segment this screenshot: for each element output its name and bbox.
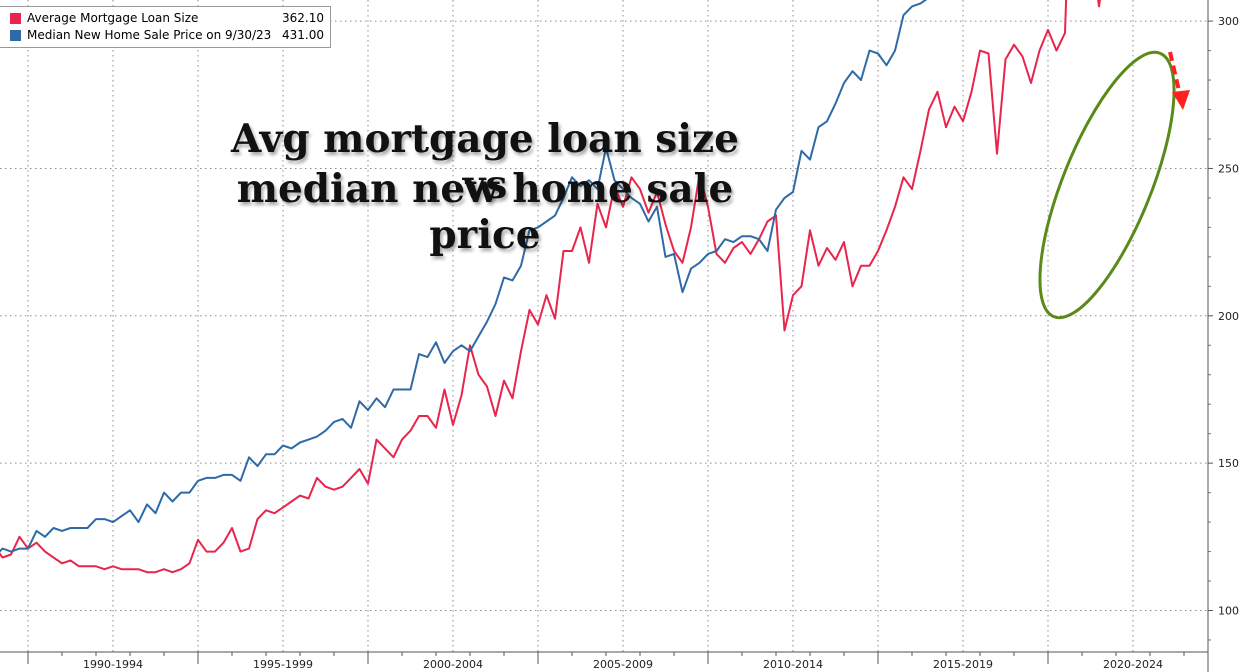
series-line-median-home-price bbox=[0, 0, 928, 553]
legend-label: Average Mortgage Loan Size bbox=[27, 11, 199, 25]
legend-item-mortgage: Average Mortgage Loan Size 362.10 bbox=[10, 11, 326, 27]
highlight-ellipse bbox=[1038, 50, 1176, 320]
x-tick-label: 2020-2024 bbox=[1103, 658, 1163, 671]
legend-item-home-price: Median New Home Sale Price on 9/30/23 43… bbox=[10, 28, 326, 44]
chart-annotation-line-1: Avg mortgage loan size vs bbox=[231, 116, 739, 208]
series-layer bbox=[0, 0, 1101, 574]
legend-value: 431.00 bbox=[282, 28, 324, 42]
legend: Average Mortgage Loan Size 362.10 Median… bbox=[0, 6, 331, 48]
y-tick-label: 300 bbox=[1218, 15, 1239, 28]
x-tick-label: 2010-2014 bbox=[763, 658, 823, 671]
y-tick-label: 100 bbox=[1218, 605, 1239, 618]
x-tick-label: 2000-2004 bbox=[423, 658, 483, 671]
x-tick-label: 2015-2019 bbox=[933, 658, 993, 671]
x-tick-label: 2005-2009 bbox=[593, 658, 653, 671]
chart-annotation-line-2: median new home sale price bbox=[236, 166, 734, 258]
arrow-head bbox=[1172, 90, 1190, 110]
annotation-layer bbox=[1038, 50, 1190, 320]
legend-value: 362.10 bbox=[282, 11, 324, 25]
legend-swatch-mortgage bbox=[10, 13, 21, 24]
x-tick-label: 1995-1999 bbox=[253, 658, 313, 671]
x-tick-label: 1990-1994 bbox=[83, 658, 143, 671]
legend-label: Median New Home Sale Price on 9/30/23 bbox=[27, 28, 272, 42]
legend-swatch-home-price bbox=[10, 30, 21, 41]
arrow-shaft bbox=[1168, 51, 1182, 96]
series-line-mortgage-loan-size bbox=[0, 0, 1101, 574]
y-tick-label: 150 bbox=[1218, 457, 1239, 470]
grid-layer bbox=[0, 0, 1208, 652]
y-tick-label: 250 bbox=[1218, 162, 1239, 175]
y-tick-label: 200 bbox=[1218, 310, 1239, 323]
